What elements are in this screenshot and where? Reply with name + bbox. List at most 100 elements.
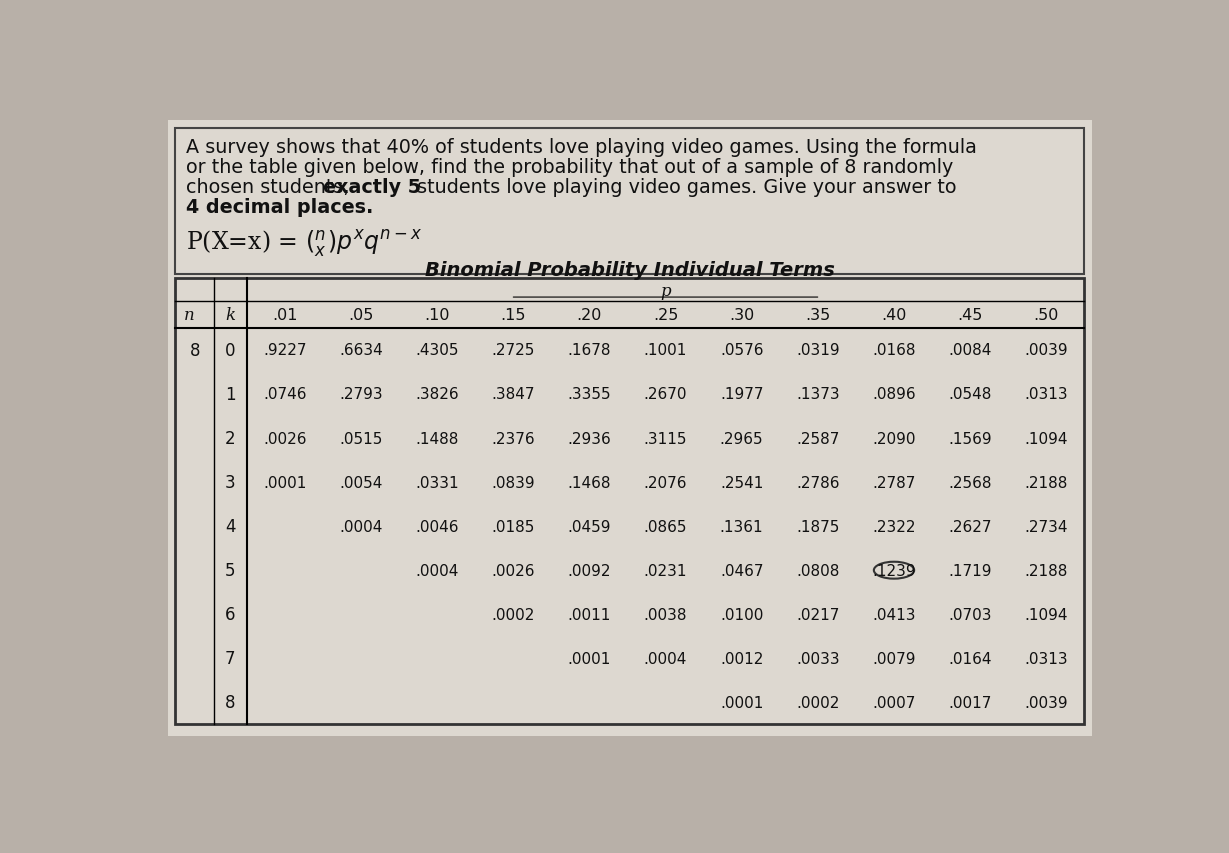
Text: .0164: .0164 [949, 651, 992, 666]
Text: .0007: .0007 [873, 695, 916, 710]
Text: .0001: .0001 [263, 475, 306, 490]
Text: .0231: .0231 [644, 563, 687, 578]
Text: .1569: .1569 [949, 431, 992, 446]
Text: 2: 2 [225, 430, 236, 448]
Text: .0808: .0808 [796, 563, 839, 578]
Text: .0004: .0004 [644, 651, 687, 666]
Text: .0017: .0017 [949, 695, 992, 710]
Text: .1468: .1468 [568, 475, 611, 490]
Text: 1: 1 [225, 386, 236, 403]
Text: .2376: .2376 [492, 431, 535, 446]
Bar [176, 278, 1084, 724]
Text: 5: 5 [225, 561, 236, 579]
Text: .0033: .0033 [796, 651, 839, 666]
Text: .0002: .0002 [796, 695, 839, 710]
Text: P(X=x) = $\binom{n}{x}$$p^x q^{n-x}$: P(X=x) = $\binom{n}{x}$$p^x q^{n-x}$ [186, 229, 423, 259]
Text: .50: .50 [1034, 308, 1059, 322]
Text: .0313: .0313 [1025, 651, 1068, 666]
Text: .1678: .1678 [568, 343, 611, 358]
Text: .0084: .0084 [949, 343, 992, 358]
Text: .0046: .0046 [415, 519, 458, 534]
Text: 4: 4 [225, 518, 236, 536]
Text: .0168: .0168 [873, 343, 916, 358]
Text: .35: .35 [805, 308, 831, 322]
Text: .0039: .0039 [1025, 695, 1068, 710]
Text: .10: .10 [424, 308, 450, 322]
Text: .0865: .0865 [644, 519, 687, 534]
Text: .30: .30 [729, 308, 755, 322]
Text: A survey shows that 40% of students love playing video games. Using the formula: A survey shows that 40% of students love… [186, 137, 977, 157]
Text: p: p [660, 282, 671, 299]
Text: .2793: .2793 [339, 387, 382, 402]
Text: .0004: .0004 [339, 519, 382, 534]
Text: exactly 5: exactly 5 [322, 177, 420, 197]
Text: .0039: .0039 [1025, 343, 1068, 358]
Text: .0004: .0004 [415, 563, 458, 578]
Text: .0467: .0467 [720, 563, 763, 578]
Text: .0413: .0413 [873, 607, 916, 622]
Text: .1094: .1094 [1025, 607, 1068, 622]
Text: .2787: .2787 [873, 475, 916, 490]
Text: .0746: .0746 [263, 387, 306, 402]
Text: .0839: .0839 [492, 475, 535, 490]
Text: .01: .01 [272, 308, 297, 322]
Text: 8: 8 [225, 693, 236, 711]
Text: .3355: .3355 [568, 387, 611, 402]
Text: .20: .20 [576, 308, 602, 322]
Text: .45: .45 [957, 308, 983, 322]
Text: Binomial Probability Individual Terms: Binomial Probability Individual Terms [424, 261, 834, 280]
Text: .2936: .2936 [568, 431, 611, 446]
Text: .0054: .0054 [339, 475, 382, 490]
Text: or the table given below, find the probability that out of a sample of 8 randoml: or the table given below, find the proba… [186, 158, 954, 177]
Text: .1001: .1001 [644, 343, 687, 358]
Text: .0576: .0576 [720, 343, 763, 358]
Text: .1373: .1373 [796, 387, 839, 402]
Text: .2670: .2670 [644, 387, 687, 402]
Text: 0: 0 [225, 341, 236, 359]
Text: .0313: .0313 [1025, 387, 1068, 402]
Bar [176, 129, 1084, 275]
Text: chosen students,: chosen students, [186, 177, 356, 197]
Text: .2627: .2627 [949, 519, 992, 534]
Text: .0896: .0896 [873, 387, 916, 402]
Text: .2188: .2188 [1025, 475, 1068, 490]
Text: 7: 7 [225, 649, 236, 668]
Text: .3847: .3847 [492, 387, 535, 402]
Text: .15: .15 [500, 308, 526, 322]
Text: .2965: .2965 [720, 431, 763, 446]
Text: .0001: .0001 [720, 695, 763, 710]
Text: .0002: .0002 [492, 607, 535, 622]
Text: .40: .40 [881, 308, 907, 322]
Text: .0026: .0026 [263, 431, 306, 446]
Text: .25: .25 [653, 308, 678, 322]
Text: 3: 3 [225, 473, 236, 491]
Text: .0185: .0185 [492, 519, 535, 534]
Text: .2568: .2568 [949, 475, 992, 490]
Text: .05: .05 [348, 308, 374, 322]
Text: k: k [225, 306, 236, 323]
Text: .0079: .0079 [873, 651, 916, 666]
Text: .3115: .3115 [644, 431, 687, 446]
Text: .0319: .0319 [796, 343, 839, 358]
Text: .2076: .2076 [644, 475, 687, 490]
Text: .0331: .0331 [415, 475, 458, 490]
Text: .1875: .1875 [796, 519, 839, 534]
Text: n: n [183, 306, 194, 323]
Text: 4 decimal places.: 4 decimal places. [186, 198, 374, 217]
Text: 8: 8 [189, 341, 200, 359]
Text: .2587: .2587 [796, 431, 839, 446]
Text: .0217: .0217 [796, 607, 839, 622]
Text: .4305: .4305 [415, 343, 458, 358]
Text: .1239: .1239 [873, 563, 916, 578]
Text: .1094: .1094 [1025, 431, 1068, 446]
Text: .1719: .1719 [949, 563, 992, 578]
Text: .0515: .0515 [339, 431, 382, 446]
Text: .1977: .1977 [720, 387, 763, 402]
Text: .2090: .2090 [873, 431, 916, 446]
Text: .0011: .0011 [568, 607, 611, 622]
Text: students love playing video games. Give your answer to: students love playing video games. Give … [410, 177, 956, 197]
Text: .2734: .2734 [1025, 519, 1068, 534]
Text: .1488: .1488 [415, 431, 458, 446]
Text: 6: 6 [225, 606, 236, 624]
Text: .2725: .2725 [492, 343, 535, 358]
